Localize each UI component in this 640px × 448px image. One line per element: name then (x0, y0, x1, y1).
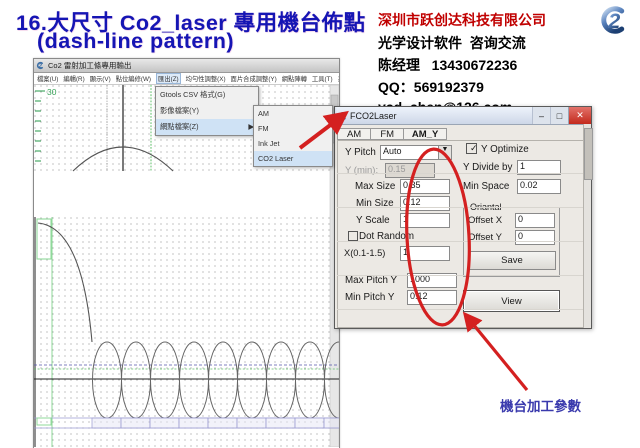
svg-text:2: 2 (607, 8, 620, 33)
svg-text:30: 30 (47, 87, 57, 97)
